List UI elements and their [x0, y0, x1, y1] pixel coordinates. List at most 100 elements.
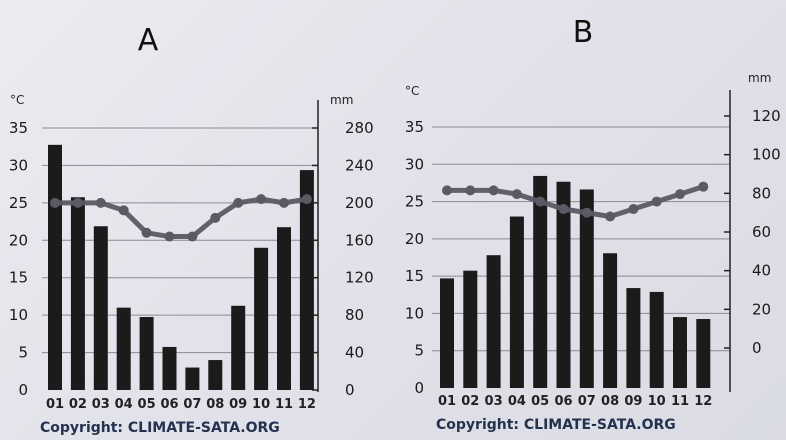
chart-a-left-tick-label: 10 — [9, 306, 28, 324]
chart-b-temperature-point — [465, 185, 476, 196]
chart-b-right-tick-label: 20 — [752, 300, 771, 318]
chart-a-temperature-point — [50, 197, 60, 208]
chart-a-right-tick-label: 80 — [345, 306, 364, 324]
chart-b-left-tick-label: 25 — [405, 193, 424, 211]
chart-b-precip-bar — [486, 255, 501, 388]
chart-b-temperature-point — [628, 204, 639, 215]
chart-b-left-tick-label: 0 — [414, 379, 424, 397]
chart-a-month-label: 09 — [229, 397, 247, 412]
chart-a-right-tick-label: 120 — [345, 269, 374, 287]
chart-b-precip-bar — [673, 317, 687, 388]
chart-b-temperature-point — [442, 185, 452, 196]
chart-a-left-tick-label: 15 — [9, 269, 28, 287]
chart-a-month-label: 11 — [275, 397, 293, 412]
chart-a-left-tick-label: 20 — [9, 231, 28, 249]
chart-a-left-tick-label: 0 — [18, 381, 28, 399]
chart-a-right-tick-label: 0 — [345, 381, 355, 399]
chart-a-precip-bar — [48, 144, 62, 390]
chart-a-temperature-point — [301, 194, 312, 205]
chart-b-left-tick-label: 20 — [405, 230, 424, 248]
chart-a-month-label: 08 — [206, 397, 224, 412]
chart-b-precip-bar — [626, 288, 641, 388]
chart-b-right-tick-label: 40 — [752, 262, 771, 280]
chart-b-left-tick-label: 10 — [405, 304, 424, 322]
chart-a-temperature-line — [55, 196, 308, 240]
chart-b-copyright: Copyright: CLIMATE-SATA.ORG — [436, 417, 676, 433]
chart-a-left-tick-label: 5 — [18, 344, 28, 362]
chart-a-month-label: 04 — [115, 397, 133, 412]
chart-b-temperature-point — [558, 204, 569, 215]
chart-b-month-label: 03 — [485, 394, 503, 409]
chart-a-temperature-point — [233, 197, 244, 208]
chart-b-month-label: 05 — [531, 394, 549, 409]
chart-a-month-label: 06 — [160, 397, 178, 412]
chart-a-title: A — [138, 23, 159, 58]
chart-b-temperature-point — [511, 189, 522, 200]
chart-a-month-label: 01 — [46, 397, 64, 412]
chart-a-precip-bar — [116, 307, 131, 390]
chart-a-precip-bar — [93, 226, 108, 390]
chart-b-title: B — [573, 15, 594, 50]
chart-a-temperature-point — [256, 194, 267, 205]
chart-a-right-tick-label: 200 — [345, 194, 374, 212]
chart-b-month-label: 11 — [671, 394, 689, 409]
chart-b-temperature-point — [651, 196, 662, 207]
chart-b-month-label: 04 — [508, 394, 526, 409]
chart-b-right-tick-label: 80 — [752, 184, 771, 202]
chart-b-left-tick-label: 15 — [405, 267, 424, 285]
chart-a-precip-bar — [254, 247, 269, 390]
chart-b-right-tick-label: 100 — [752, 146, 781, 164]
chart-b-precip-bar — [556, 181, 571, 388]
chart-a-precip-bar — [231, 305, 246, 390]
chart-a-precip-bar — [70, 197, 85, 390]
chart-a-temperature-point — [210, 212, 221, 223]
chart-b-precip-bar — [696, 319, 711, 388]
chart-b-precip-bar — [603, 253, 618, 388]
chart-a-month-label: 05 — [138, 397, 156, 412]
chart-b-precip-bar — [533, 175, 548, 388]
chart-b-right-unit: mm — [748, 71, 771, 85]
chart-a-precip-bar — [185, 367, 200, 390]
chart-a-precip-bar — [299, 170, 314, 390]
chart-b-left-tick-label: 5 — [414, 342, 424, 360]
chart-b-left-unit: °C — [405, 84, 419, 98]
chart-b-precip-bar — [440, 278, 454, 388]
chart-b-month-label: 08 — [601, 394, 619, 409]
chart-b-right-tick-label: 0 — [752, 339, 762, 357]
chart-a-right-unit: mm — [330, 93, 353, 107]
chart-a-precip-bar — [162, 346, 177, 390]
chart-a-month-label: 10 — [252, 397, 270, 412]
chart-a-right-tick-label: 240 — [345, 156, 374, 174]
chart-b-left-tick-label: 35 — [405, 118, 424, 136]
chart-b-precip-bar — [463, 270, 478, 388]
chart-a-month-label: 12 — [298, 397, 316, 412]
chart-b-month-label: 12 — [694, 394, 712, 409]
chart-b-temperature-point — [488, 185, 499, 196]
chart-b-month-label: 01 — [438, 394, 456, 409]
chart-a-right-tick-label: 160 — [345, 231, 374, 249]
chart-a-copyright: Copyright: CLIMATE-SATA.ORG — [40, 420, 280, 436]
chart-b-temperature-point — [698, 181, 709, 192]
chart-b-month-label: 10 — [648, 394, 666, 409]
chart-a-temperature-point — [164, 231, 175, 242]
chart-b-month-label: 07 — [578, 394, 596, 409]
chart-b-month-label: 06 — [554, 394, 572, 409]
chart-a-temperature-point — [279, 197, 289, 208]
chart-a-precip-bar — [277, 227, 291, 390]
chart-a-month-label: 03 — [92, 397, 110, 412]
chart-b-right-tick-label: 120 — [752, 107, 781, 125]
chart-b-right-tick-label: 60 — [752, 223, 771, 241]
chart-a-left-tick-label: 30 — [9, 156, 28, 174]
chart-b-temperature-point — [675, 189, 685, 200]
chart-a-left-unit: °C — [10, 93, 24, 107]
chart-a-precip-bar — [208, 360, 223, 390]
chart-b-left-tick-label: 30 — [405, 155, 424, 173]
chart-a-left-tick-label: 35 — [9, 119, 28, 137]
chart-a-month-label: 07 — [183, 397, 201, 412]
chart-b-precip-bar — [509, 216, 524, 388]
chart-a-temperature-point — [187, 231, 198, 242]
chart-a-temperature-point — [72, 197, 83, 208]
chart-b-temperature-point — [605, 211, 616, 222]
